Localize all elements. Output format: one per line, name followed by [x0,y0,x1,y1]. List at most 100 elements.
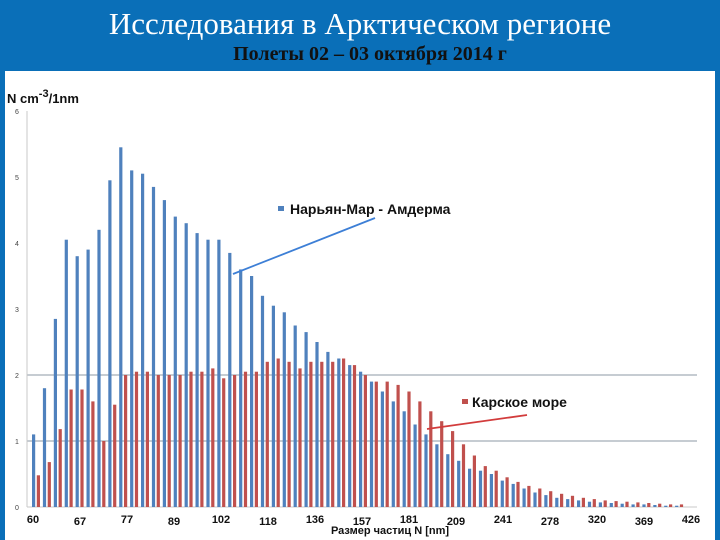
y-tick-label: 4 [15,241,19,248]
y-tick-labels: 0 1 2 3 4 5 6 [15,109,19,512]
bar-blue [228,252,232,507]
bar-blue [478,470,483,507]
bar-red [167,375,171,507]
x-tick-label: 136 [306,514,324,526]
bar-red [592,499,596,507]
bar-red [233,375,237,507]
y-axis-label-exponent: -3 [39,88,49,100]
bar-blue [239,269,243,507]
bar-blue [653,505,657,507]
bar-red [396,384,400,507]
bar-blue [348,365,352,507]
bar-blue [609,503,613,507]
bar-blue [75,256,79,507]
legend-swatch-red [462,399,468,404]
bar-red [363,375,367,507]
bar-blue [337,358,341,507]
bar-red [625,501,629,507]
bar-blue [184,223,188,507]
bar-red [352,365,357,507]
bar-red [91,401,95,507]
bar-red [36,475,40,507]
bar-blue [544,495,548,507]
x-tick-label: 102 [212,514,230,526]
bar-blue [380,391,384,507]
bar-red [385,381,389,507]
bar-red [614,501,618,507]
bar-blue [468,468,472,507]
bar-red [636,502,640,507]
bar-red [298,368,302,507]
bar-blue [141,173,145,507]
bar-blue [32,434,36,507]
bar-red [320,361,324,507]
legend-annotation-red: Карское море [426,394,567,430]
bar-red [254,371,258,507]
y-tick-label: 1 [15,439,19,446]
x-axis-label: Размер частиц N [nm] [331,525,449,537]
bar-blue [195,233,199,507]
bar-blue [86,249,90,507]
bar-blue [457,460,461,507]
bar-red [647,503,651,507]
bar-red [538,488,542,507]
x-tick-label: 369 [635,516,653,528]
bar-blue [577,500,581,507]
bar-blue [675,505,679,507]
bar-red [516,481,520,507]
x-tick-label: 60 [27,514,39,526]
bar-chart: 0 1 2 3 4 5 6 60 67 77 89 102 118 136 157 181 209 241 278… [7,88,700,537]
bar-blue [271,305,275,507]
bar-red [440,421,444,507]
bar-red [309,361,313,507]
bar-red [505,477,509,507]
bar-blue [315,342,319,507]
bar-blue [42,388,47,507]
bar-red [560,493,564,507]
legend-annotation-blue: Нарьян-Мар - Амдерма [232,201,451,275]
bar-blue [282,312,286,507]
x-tick-label: 157 [353,516,371,528]
x-tick-labels: 60 67 77 89 102 118 136 157 181 209 241 278 320 369 42… [27,514,700,528]
legend-swatch-blue [278,206,284,211]
bar-red [429,411,433,507]
bar-red [287,361,291,507]
bar-blue [402,411,406,507]
annotation-arrow-blue [232,217,376,275]
bar-blue [664,505,668,507]
y-tick-label: 5 [15,175,19,182]
x-tick-label: 67 [74,516,86,528]
bar-red [200,371,204,507]
bar-red [603,500,607,507]
bar-blue [119,147,123,508]
x-tick-label: 118 [259,516,277,528]
bar-red [418,401,422,507]
bar-blue [151,186,156,507]
y-tick-label: 2 [15,373,19,380]
bar-blue [359,371,363,507]
bar-red [243,371,248,507]
y-axis-label-tail: /1nm [49,91,79,106]
bar-red [374,381,378,507]
bar-blue [250,276,254,507]
bar-red [156,375,160,507]
bar-blue [555,497,559,507]
bar-blue [489,474,493,507]
chart-panel: 0 1 2 3 4 5 6 60 67 77 89 102 118 136 157 181 209 241 278… [5,71,715,540]
y-axis-label: N cm-3/1nm [7,88,79,106]
bar-red [451,431,455,507]
bar-blue [304,332,308,507]
bar-blue [53,318,57,507]
bar-blue [424,434,428,507]
bar-red [211,368,215,507]
bar-red [461,444,466,507]
bar-blue [97,229,101,508]
bar-blue [293,325,297,507]
bar-red [222,378,226,507]
bar-red [570,495,575,507]
bar-blue [162,200,166,507]
bar-blue [587,501,592,507]
bar-blue [533,492,537,507]
bar-blue [522,488,526,507]
bar-blue [369,381,374,507]
